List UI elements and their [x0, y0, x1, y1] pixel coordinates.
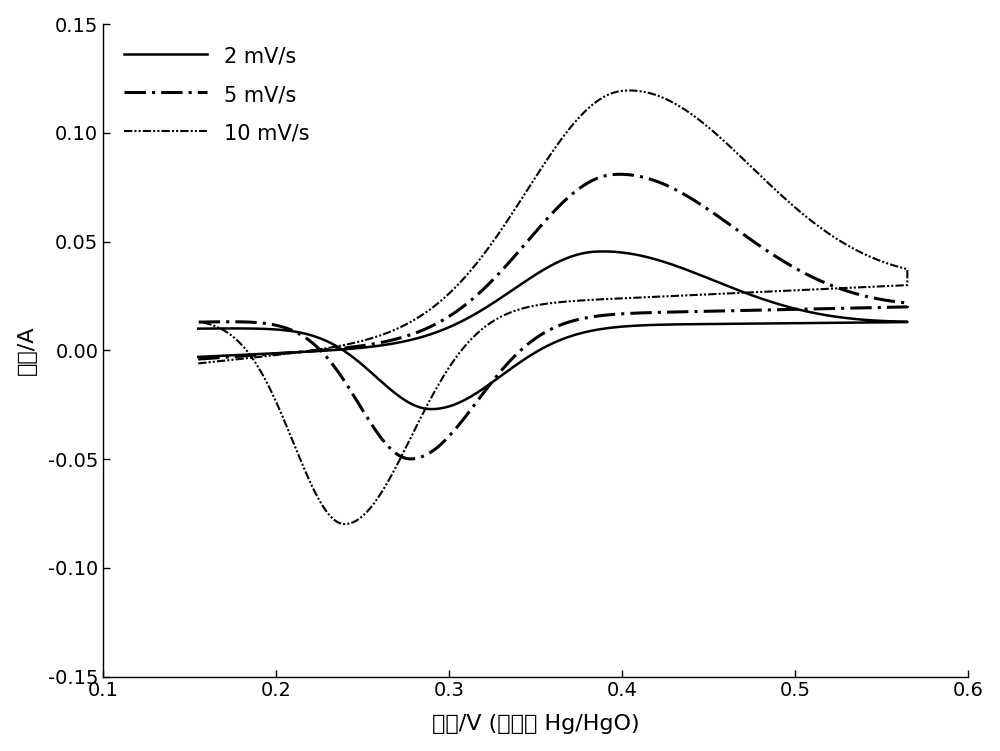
X-axis label: 电位/V (相对于 Hg/HgO): 电位/V (相对于 Hg/HgO) — [432, 714, 639, 734]
10 mV/s — [388, 466, 400, 475]
5 mV/s — [386, 445, 398, 454]
5 mV/s — [192, 318, 204, 327]
5 mV/s — [749, 306, 761, 315]
5 mV/s — [786, 305, 798, 314]
5 mV/s — [404, 454, 416, 463]
2 mV/s — [749, 319, 761, 328]
2 mV/s — [425, 405, 437, 414]
10 mV/s — [192, 317, 204, 326]
2 mV/s — [706, 319, 718, 328]
5 mV/s — [279, 348, 291, 357]
10 mV/s — [706, 290, 718, 299]
10 mV/s — [338, 520, 350, 529]
5 mV/s — [533, 331, 545, 340]
Line: 5 mV/s: 5 mV/s — [198, 174, 907, 459]
2 mV/s — [597, 247, 609, 256]
10 mV/s — [624, 86, 636, 95]
5 mV/s — [706, 306, 718, 315]
10 mV/s — [749, 288, 761, 297]
2 mV/s — [192, 352, 204, 361]
2 mV/s — [786, 318, 798, 327]
5 mV/s — [192, 354, 204, 363]
Y-axis label: 电流/A: 电流/A — [17, 326, 37, 376]
Legend: 2 mV/s, 5 mV/s, 10 mV/s: 2 mV/s, 5 mV/s, 10 mV/s — [114, 35, 320, 154]
Line: 10 mV/s: 10 mV/s — [198, 90, 907, 524]
2 mV/s — [279, 348, 291, 357]
2 mV/s — [386, 386, 398, 395]
10 mV/s — [279, 349, 291, 358]
10 mV/s — [192, 359, 204, 368]
2 mV/s — [192, 324, 204, 333]
5 mV/s — [613, 170, 625, 179]
10 mV/s — [786, 286, 798, 295]
2 mV/s — [533, 345, 545, 354]
Line: 2 mV/s: 2 mV/s — [198, 252, 907, 409]
10 mV/s — [533, 300, 545, 309]
